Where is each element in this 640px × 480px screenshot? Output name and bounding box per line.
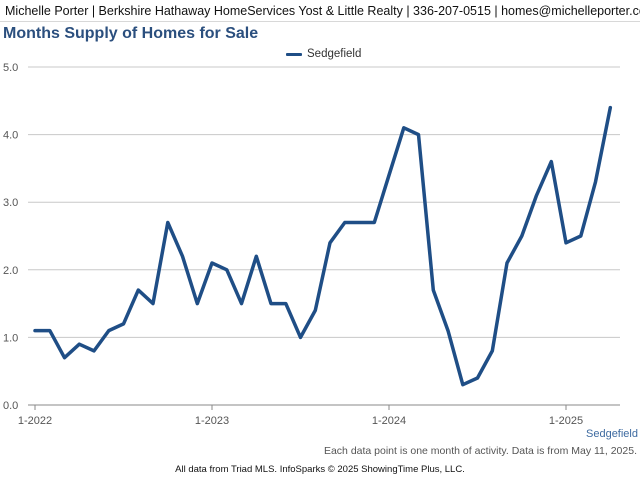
data-point <box>166 221 169 224</box>
data-point <box>387 174 391 177</box>
data-point <box>373 221 376 224</box>
data-point <box>358 221 361 224</box>
data-point <box>151 302 155 305</box>
data-point <box>446 329 450 332</box>
x-tick-label: 1-2024 <box>372 415 406 427</box>
data-point <box>432 288 435 292</box>
data-point <box>122 322 125 326</box>
data-point <box>328 241 332 244</box>
data-point <box>461 383 464 386</box>
series-line-sedgefield <box>33 105 613 387</box>
data-point <box>269 302 273 305</box>
data-point <box>255 255 258 258</box>
legend-line-icon <box>286 52 302 56</box>
y-tick-label: 4.0 <box>3 130 18 142</box>
data-point <box>240 302 243 305</box>
y-tick-label: 1.0 <box>3 332 18 344</box>
data-point <box>284 302 287 305</box>
x-tick-label: 1-2023 <box>195 415 229 427</box>
data-point <box>63 356 66 359</box>
data-point <box>225 268 228 271</box>
data-point <box>137 288 140 292</box>
data-credit: All data from Triad MLS. InfoSparks © 20… <box>175 464 465 475</box>
data-point <box>402 126 405 129</box>
y-tick-label: 2.0 <box>3 265 18 277</box>
y-tick-label: 3.0 <box>3 197 18 209</box>
y-tick-label: 0.0 <box>3 400 18 412</box>
x-tick-label: 1-2022 <box>18 415 52 427</box>
data-point <box>505 261 509 265</box>
data-point <box>564 241 568 244</box>
series-tag: Sedgefield <box>586 428 638 440</box>
data-point <box>535 194 538 197</box>
data-point <box>107 329 111 332</box>
data-point <box>520 234 523 238</box>
data-point <box>343 221 346 224</box>
contact-header: Michelle Porter | Berkshire Hathaway Hom… <box>0 0 640 22</box>
data-point <box>196 302 199 305</box>
chart-legend[interactable]: Sedgefield <box>286 46 361 62</box>
legend-label-sedgefield: Sedgefield <box>307 48 362 60</box>
chart-title: Months Supply of Homes for Sale <box>3 25 259 42</box>
data-point <box>33 329 37 332</box>
data-point <box>609 106 612 109</box>
data-point <box>594 180 597 184</box>
data-point <box>299 336 302 339</box>
data-point <box>550 160 553 163</box>
data-point <box>48 329 51 332</box>
data-point <box>476 376 479 380</box>
data-note: Each data point is one month of activity… <box>323 445 637 457</box>
data-point <box>92 349 96 353</box>
data-point <box>314 309 317 312</box>
data-point <box>417 133 420 136</box>
data-point <box>78 343 81 346</box>
data-point <box>491 349 494 353</box>
data-point <box>579 234 582 238</box>
x-tick-label: 1-2025 <box>549 415 583 427</box>
y-tick-label: 5.0 <box>3 62 18 74</box>
data-point <box>210 261 214 265</box>
data-point <box>181 255 184 258</box>
